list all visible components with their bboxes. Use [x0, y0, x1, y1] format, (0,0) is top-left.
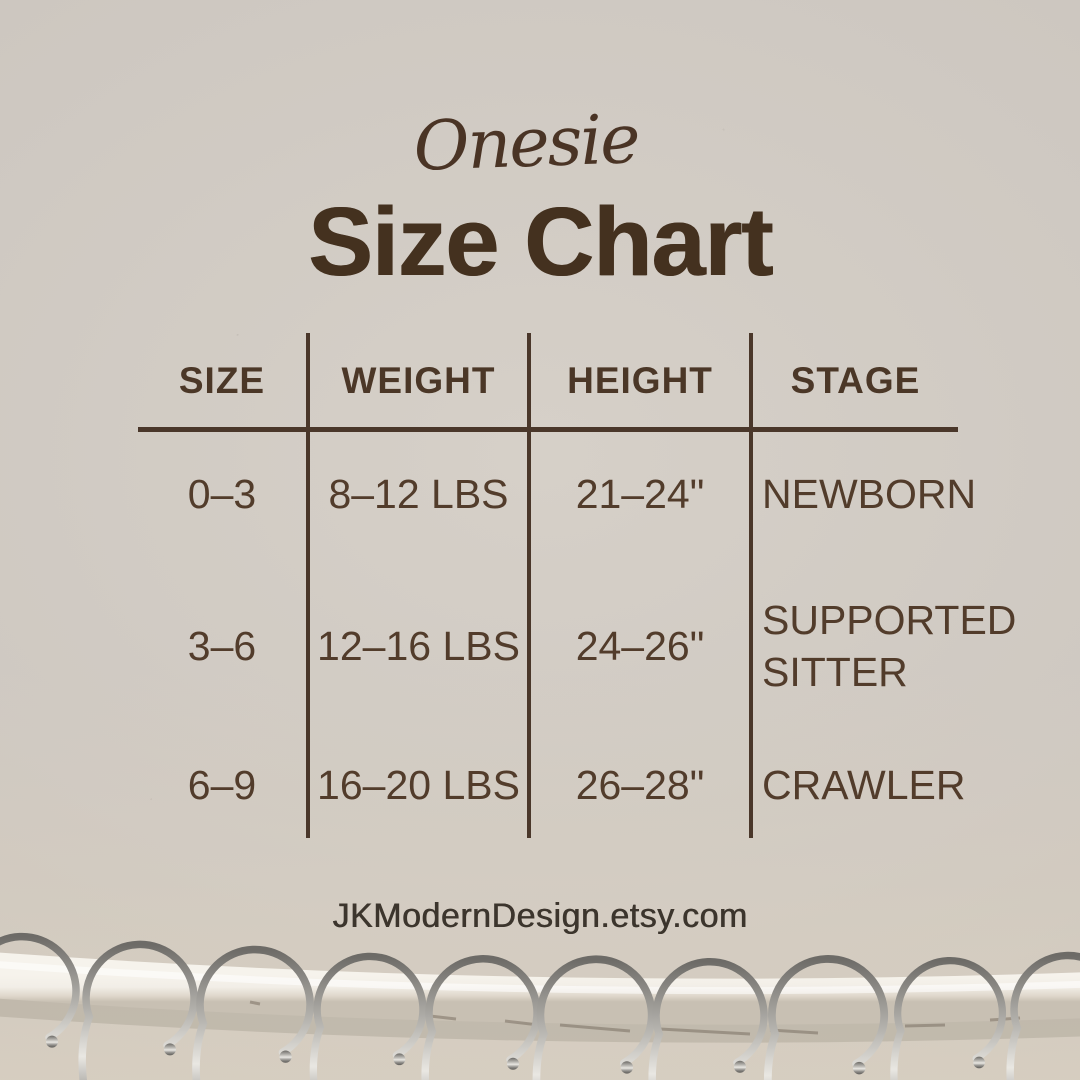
table-cell-stage-row1: NEWBORN [762, 471, 977, 518]
table-header-divider [138, 427, 958, 432]
clothes-rail-photo [0, 920, 1080, 1080]
column-header-stage: STAGE [790, 359, 921, 401]
column-header-size: SIZE [138, 333, 310, 429]
table-cell-weight-row3: 16–20 LBS [310, 733, 531, 838]
size-table: SIZE WEIGHT HEIGHT STAGE 0–3 8–12 LBS 21… [138, 333, 1016, 838]
table-cell-weight-row1: 8–12 LBS [310, 429, 531, 561]
website-url: JKModernDesign.etsy.com [332, 897, 748, 935]
page-title: Size Chart [307, 187, 773, 296]
table-cell-stage-row2: SUPPORTED SITTER [762, 597, 1017, 695]
column-header-weight: WEIGHT [310, 333, 531, 429]
table-cell-size-row2: 3–6 [138, 561, 310, 733]
table-cell-height-row1: 21–24" [531, 429, 753, 561]
column-header-height: HEIGHT [531, 333, 753, 429]
title-script-word: Onesie [412, 100, 640, 187]
table-cell-size-row1: 0–3 [138, 429, 310, 561]
table-cell-weight-row2: 12–16 LBS [310, 561, 531, 733]
table-cell-height-row2: 24–26" [531, 561, 753, 733]
table-cell-stage-row3: CRAWLER [762, 761, 966, 808]
table-cell-height-row3: 26–28" [531, 733, 753, 838]
table-cell-size-row3: 6–9 [138, 733, 310, 838]
